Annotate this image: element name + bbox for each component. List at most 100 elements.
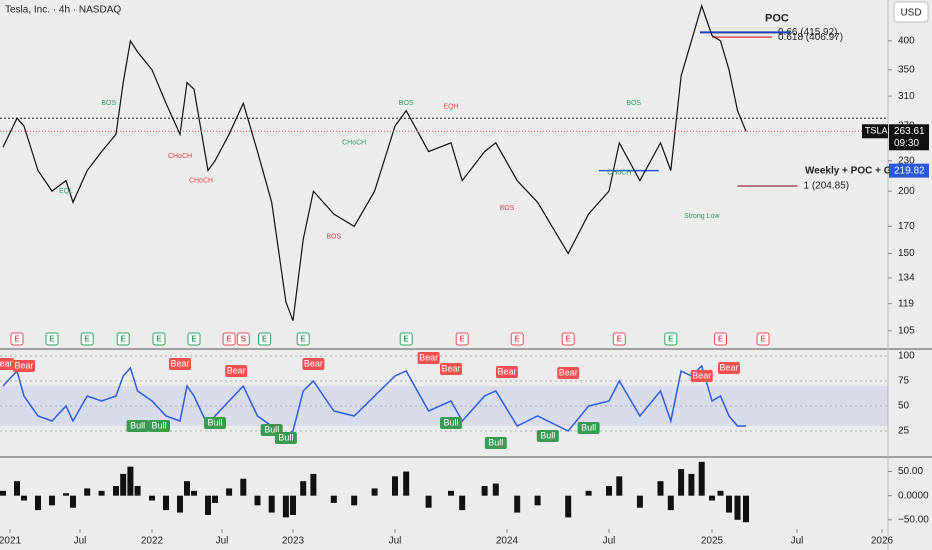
- price-line: [2, 3, 747, 321]
- osc-bar: [21, 495, 27, 501]
- event-label: E: [191, 335, 197, 344]
- event-marker: [612, 332, 626, 346]
- smc-label: BOS: [101, 100, 116, 107]
- rsi-tick-label: 25: [898, 426, 910, 437]
- smc-label: CHoCH: [189, 177, 213, 184]
- osc-bar: [226, 488, 233, 496]
- y-tick-label: 134: [898, 273, 915, 284]
- event-label: E: [226, 335, 232, 344]
- rsi-signal: [557, 367, 580, 379]
- osc-bar: [492, 483, 499, 496]
- x-tick-label: 2026: [871, 536, 894, 547]
- x-tick-label: Jul: [603, 536, 616, 547]
- rsi-signal-label: Bull: [278, 432, 293, 442]
- osc-bar: [282, 495, 289, 518]
- event-label: E: [49, 335, 55, 344]
- osc-bar: [300, 481, 307, 496]
- osc-bar: [0, 490, 7, 496]
- osc-bar: [606, 486, 612, 496]
- osc-bar: [191, 490, 197, 496]
- y-tick-label: 310: [898, 91, 915, 102]
- rsi-signal-label: Bear: [559, 367, 578, 377]
- osc-bar: [163, 495, 169, 511]
- chart-title: Tesla, Inc. · 4h · NASDAQ: [5, 5, 121, 16]
- osc-bar: [667, 495, 674, 511]
- rsi-signal: [13, 360, 35, 372]
- event-marker: [561, 332, 575, 346]
- level-label: 1 (204.85): [804, 181, 850, 192]
- event-label: E: [301, 335, 307, 344]
- osc-bar: [14, 481, 20, 496]
- event-marker: [10, 332, 24, 346]
- osc-bar: [392, 476, 398, 496]
- event-marker: [236, 332, 250, 346]
- event-label: E: [617, 335, 623, 344]
- event-marker: [152, 332, 166, 346]
- osc-tick-label: 50.00: [898, 466, 923, 477]
- event-marker: [399, 332, 413, 346]
- event-label: E: [668, 335, 674, 344]
- price-box: [889, 163, 929, 178]
- rsi-signal: [577, 422, 600, 434]
- osc-bar: [743, 495, 749, 523]
- osc-bar: [514, 495, 521, 513]
- x-tick-label: Jul: [74, 536, 87, 547]
- osc-bar: [636, 495, 643, 508]
- rsi-signal-label: Bull: [581, 422, 596, 432]
- osc-bar: [49, 495, 55, 506]
- x-tick-label: Jul: [389, 536, 402, 547]
- event-label: E: [262, 335, 268, 344]
- osc-bar: [698, 461, 705, 496]
- smc-label: BOS: [500, 205, 515, 212]
- rsi-signal: [417, 352, 440, 364]
- osc-bar: [616, 476, 623, 496]
- osc-bar: [127, 466, 134, 496]
- osc-bar: [205, 495, 211, 515]
- poc-label: POC: [765, 12, 789, 24]
- currency-button[interactable]: [893, 1, 929, 23]
- last-price: 263.61: [894, 126, 925, 137]
- level-label: 0.66 (415.92): [778, 27, 838, 38]
- smc-label: BOS: [626, 100, 641, 107]
- osc-bar: [212, 495, 218, 503]
- rsi-signal-label: Bear: [419, 352, 438, 362]
- rsi-signal-label: Bull: [443, 417, 458, 427]
- rsi-signal-label: Bear: [0, 358, 13, 368]
- rsi-signal: [440, 363, 462, 375]
- osc-bar: [459, 495, 466, 511]
- x-tick-label: 2025: [701, 536, 724, 547]
- rsi-signal-label: Bear: [14, 360, 33, 370]
- event-marker: [664, 332, 678, 346]
- event-marker: [222, 332, 236, 346]
- y-tick-label: 170: [898, 221, 915, 232]
- rsi-signal-label: Bear: [441, 363, 460, 373]
- event-label: E: [566, 335, 572, 344]
- osc-bar: [585, 490, 592, 496]
- osc-bar: [726, 495, 732, 513]
- event-marker: [80, 332, 94, 346]
- rsi-signal-label: Bear: [692, 370, 711, 380]
- osc-bar: [149, 495, 155, 501]
- event-marker: [116, 332, 130, 346]
- rsi-tick-label: 75: [898, 376, 910, 387]
- osc-bar: [425, 495, 432, 508]
- event-marker: [296, 332, 310, 346]
- osc-bar: [98, 490, 105, 496]
- rsi-signal: [484, 437, 507, 449]
- x-tick-label: 2022: [141, 536, 164, 547]
- rsi-signal: [690, 370, 713, 382]
- osc-bar: [657, 481, 664, 496]
- rsi-signal: [536, 430, 559, 442]
- x-tick-label: 2024: [496, 536, 519, 547]
- rsi-signal: [169, 358, 191, 370]
- ticker-box: [862, 124, 888, 139]
- price-box: [889, 124, 929, 151]
- smc-label: CHoCH: [342, 140, 366, 147]
- ticker: TSLA: [865, 126, 888, 136]
- osc-bar: [35, 495, 41, 511]
- rsi-signal-label: Bull: [540, 430, 555, 440]
- event-label: E: [515, 335, 521, 344]
- osc-bar: [268, 495, 275, 513]
